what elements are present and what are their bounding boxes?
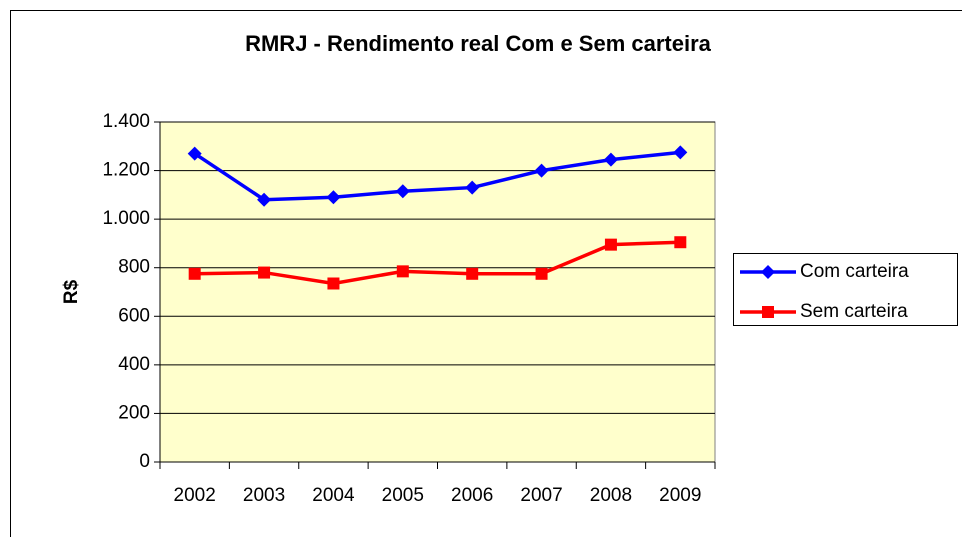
- marker: [466, 267, 479, 280]
- marker: [395, 184, 410, 199]
- marker: [188, 267, 201, 280]
- x-tick-label: 2005: [382, 485, 424, 506]
- x-tick-label: 2007: [520, 485, 562, 506]
- y-tick-label: 400: [118, 354, 150, 375]
- chart-title: RMRJ - Rendimento real Com e Sem carteir…: [245, 31, 712, 56]
- y-tick-label: 1.000: [102, 208, 150, 229]
- series-line: [193, 150, 681, 202]
- marker: [465, 180, 480, 195]
- x-tick-label: 2009: [659, 485, 701, 506]
- y-axis-label: R$: [61, 279, 82, 304]
- plot-area: [159, 121, 716, 463]
- y-tick-label: 1.400: [102, 111, 150, 132]
- y-tick-label: 1.200: [102, 160, 150, 181]
- x-tick-label: 2006: [451, 485, 493, 506]
- legend-label: Com carteira: [800, 261, 909, 282]
- y-tick-label: 200: [118, 402, 150, 423]
- marker: [674, 236, 687, 249]
- marker: [603, 152, 618, 167]
- marker: [604, 238, 617, 251]
- marker: [535, 267, 548, 280]
- y-tick-label: 600: [118, 305, 150, 326]
- y-tick-label: 800: [118, 257, 150, 278]
- series-line: [194, 240, 681, 286]
- marker: [396, 265, 409, 278]
- x-tick-label: 2003: [243, 485, 285, 506]
- marker: [534, 163, 549, 178]
- marker: [762, 306, 774, 318]
- marker: [187, 146, 202, 161]
- marker: [257, 192, 272, 207]
- marker: [326, 190, 341, 205]
- legend-label: Sem carteira: [800, 301, 908, 322]
- marker: [673, 145, 688, 160]
- x-tick-label: 2004: [312, 485, 355, 506]
- marker: [258, 266, 271, 279]
- x-tick-label: 2008: [590, 485, 632, 506]
- marker: [327, 277, 340, 290]
- marker: [761, 265, 775, 279]
- x-tick-label: 2002: [174, 485, 216, 506]
- y-tick-label: 0: [139, 451, 150, 472]
